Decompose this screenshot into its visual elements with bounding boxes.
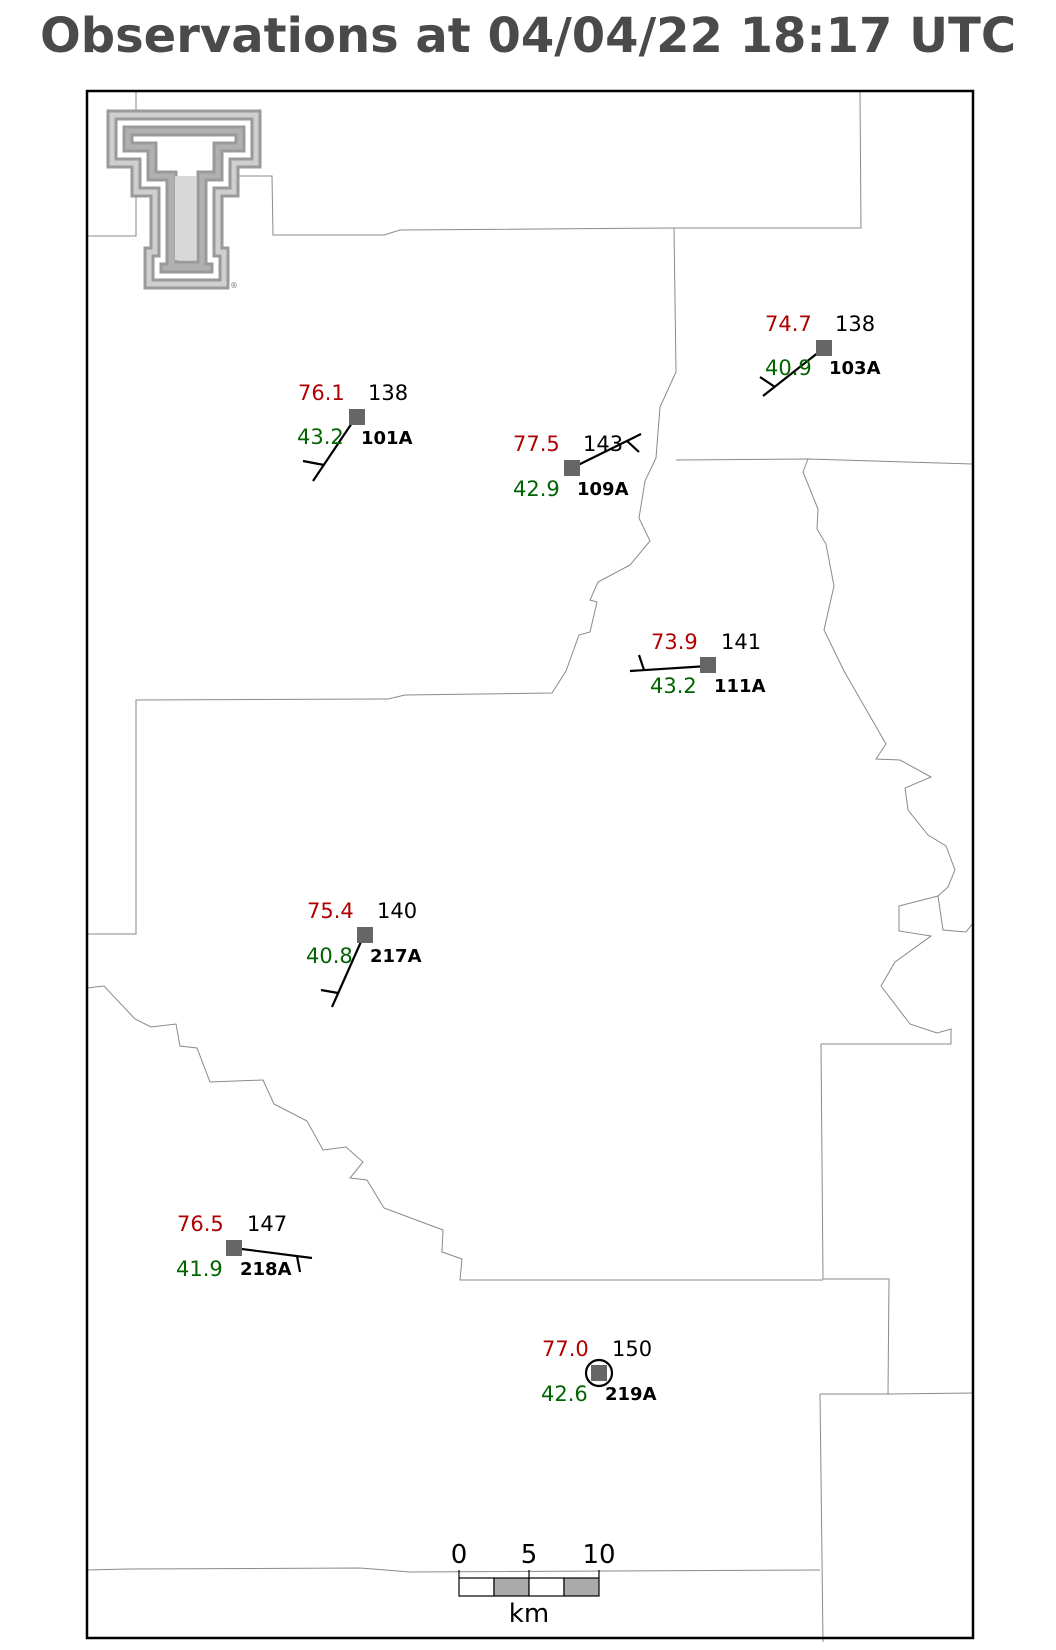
station-id-label: 217A	[370, 946, 422, 967]
wind-barb-flag-101A	[302, 459, 325, 467]
temperature-label: 77.0	[542, 1337, 589, 1361]
map-frame	[85, 89, 975, 1640]
wind-barb-109A	[571, 433, 642, 469]
wind-barb-flag-217A	[320, 988, 339, 995]
wind-barb-103A	[762, 347, 825, 397]
temperature-label: 73.9	[651, 630, 698, 654]
station-id-label: 109A	[577, 479, 629, 500]
station-111A[interactable]: 73.9 141 43.2 111A	[629, 630, 766, 698]
pressure-label: 140	[377, 899, 417, 923]
county-boundaries	[86, 91, 974, 1643]
station-109A[interactable]: 77.5 143 42.9 109A	[513, 432, 642, 501]
pressure-label: 143	[583, 432, 623, 456]
station-218A[interactable]: 76.5 147 41.9 218A	[176, 1212, 313, 1281]
wind-barb-flag-109A	[626, 440, 640, 453]
pressure-label: 138	[368, 381, 408, 405]
pressure-label: 147	[247, 1212, 287, 1236]
calm-wind-circle	[584, 1358, 614, 1388]
station-marker	[564, 460, 580, 476]
page-title: Observations at 04/04/22 18:17 UTC	[39, 8, 1017, 64]
station-id-label: 218A	[240, 1259, 292, 1280]
wind-barb-flag-218A	[295, 1255, 302, 1273]
dewpoint-label: 42.6	[541, 1382, 588, 1406]
scale-tick-10: 10	[582, 1540, 615, 1570]
station-103A[interactable]: 74.7 138 40.9 103A	[759, 312, 881, 397]
registered-mark: ®	[230, 281, 238, 290]
station-id-label: 103A	[829, 358, 881, 379]
wind-barb-101A	[312, 416, 357, 482]
station-marker	[700, 657, 716, 673]
wind-barb-flag-103A	[759, 376, 776, 388]
station-marker	[357, 927, 373, 943]
scale-tick-5: 5	[521, 1540, 538, 1570]
station-id-label: 111A	[714, 676, 766, 697]
scale-bar: 0 5 10 km	[451, 1540, 616, 1629]
station-id-label: 219A	[605, 1384, 657, 1405]
dewpoint-label: 40.9	[765, 356, 812, 380]
scale-unit: km	[509, 1599, 549, 1629]
texas-tech-double-t-logo	[106, 109, 262, 290]
pressure-label: 138	[835, 312, 875, 336]
wind-barb-111A	[629, 664, 709, 673]
dewpoint-label: 43.2	[297, 425, 344, 449]
station-marker	[816, 340, 832, 356]
station-219A[interactable]: 77.0 150 42.6 219A	[541, 1337, 657, 1406]
pressure-label: 150	[612, 1337, 652, 1361]
dewpoint-label: 41.9	[176, 1257, 223, 1281]
temperature-label: 75.4	[307, 899, 354, 923]
wind-barb-flag-111A	[637, 654, 646, 671]
scale-tick-0: 0	[451, 1540, 468, 1570]
station-marker	[226, 1240, 242, 1256]
temperature-label: 74.7	[765, 312, 812, 336]
station-marker	[591, 1365, 607, 1381]
station-101A[interactable]: 76.1 138 43.2 101A	[297, 381, 413, 482]
wind-barb-218A	[233, 1246, 313, 1260]
dewpoint-label: 42.9	[513, 477, 560, 501]
dewpoint-label: 43.2	[650, 674, 697, 698]
temperature-label: 76.1	[298, 381, 345, 405]
pressure-label: 141	[721, 630, 761, 654]
temperature-label: 77.5	[513, 432, 560, 456]
dewpoint-label: 40.8	[306, 944, 353, 968]
station-marker	[349, 409, 365, 425]
station-217A[interactable]: 75.4 140 40.8 217A	[306, 899, 422, 1008]
wind-barb-217A	[330, 934, 366, 1008]
temperature-label: 76.5	[177, 1212, 224, 1236]
station-id-label: 101A	[361, 428, 413, 449]
